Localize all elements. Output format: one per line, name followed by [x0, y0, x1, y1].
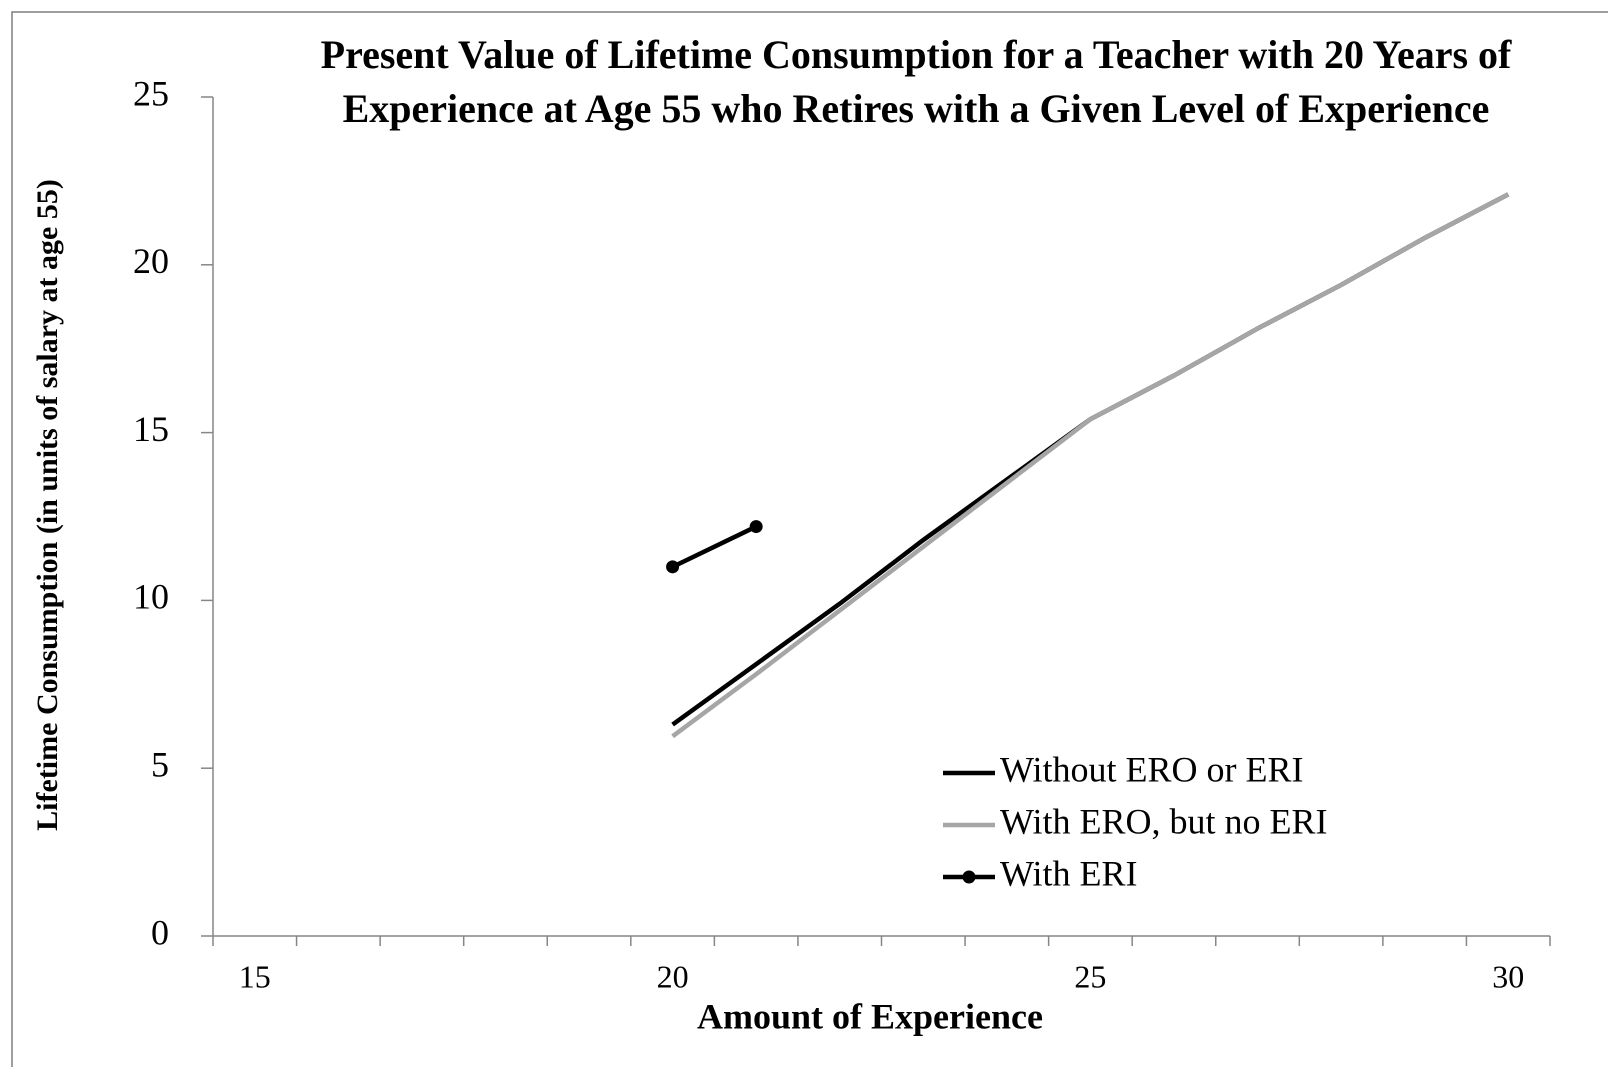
x-tick-label: 15 [239, 958, 271, 994]
y-axis-title: Lifetime Consumption (in units of salary… [31, 179, 64, 831]
series-line [671, 192, 1510, 739]
legend-label: With ERO, but no ERI [1000, 801, 1328, 841]
x-tick-label: 30 [1492, 958, 1524, 994]
y-tick-label: 15 [133, 409, 169, 449]
y-tick-label: 5 [151, 744, 169, 784]
y-tick-label: 25 [133, 73, 169, 113]
x-tick-label: 20 [657, 958, 689, 994]
y-tick-label: 10 [133, 577, 169, 617]
y-tick-label: 20 [133, 241, 169, 281]
chart-frame [11, 11, 1608, 1067]
point [666, 560, 680, 574]
x-axis-title: Amount of Experience [697, 996, 1043, 1036]
legend-marker [962, 870, 976, 884]
chart-title: Present Value of Lifetime Consumption fo… [320, 32, 1512, 131]
point [749, 520, 763, 534]
legend-label: With ERI [1000, 853, 1138, 893]
legend-label: Without ERO or ERI [1000, 749, 1304, 789]
series-line [671, 524, 758, 569]
x-tick-label: 25 [1074, 958, 1106, 994]
y-tick-label: 0 [151, 912, 169, 952]
